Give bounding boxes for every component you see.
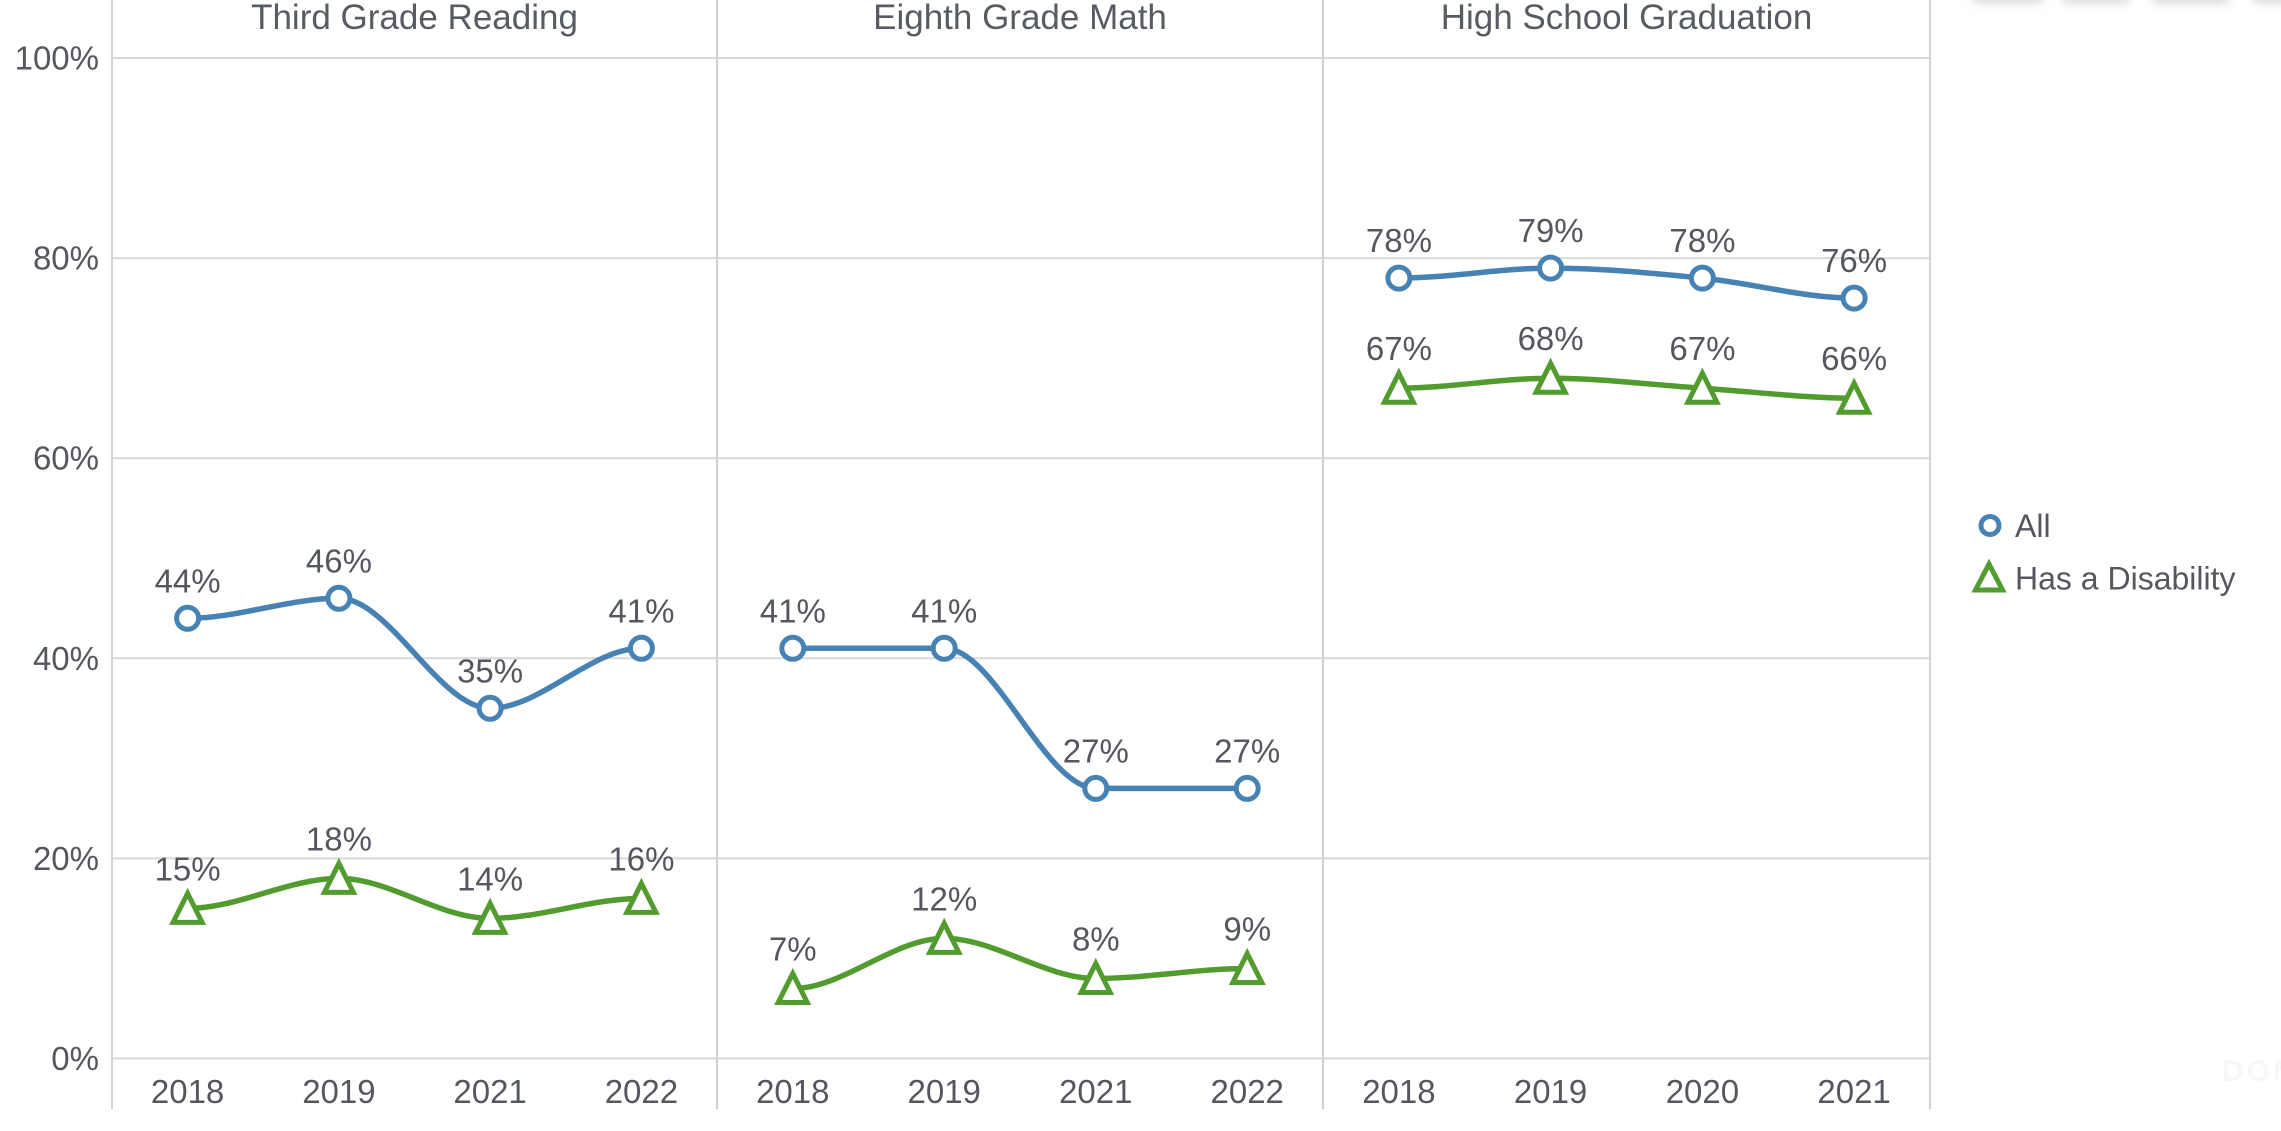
svg-text:60%: 60%: [33, 440, 99, 477]
svg-text:8%: 8%: [1072, 921, 1120, 958]
svg-text:20%: 20%: [33, 840, 99, 877]
svg-text:68%: 68%: [1518, 320, 1584, 357]
svg-text:2018: 2018: [756, 1073, 829, 1110]
svg-text:DOMO: DOMO: [2222, 1055, 2281, 1088]
svg-text:12%: 12%: [911, 880, 977, 917]
svg-text:78%: 78%: [1669, 222, 1735, 259]
svg-text:0%: 0%: [51, 1040, 99, 1077]
svg-text:79%: 79%: [1518, 212, 1584, 249]
svg-text:7%: 7%: [769, 931, 817, 968]
svg-text:9%: 9%: [1223, 911, 1271, 948]
svg-text:Has a Disability: Has a Disability: [2015, 561, 2236, 597]
svg-text:67%: 67%: [1669, 330, 1735, 367]
svg-text:78%: 78%: [1366, 222, 1432, 259]
svg-text:66%: 66%: [1821, 340, 1887, 377]
svg-text:16%: 16%: [608, 840, 674, 877]
svg-text:67%: 67%: [1366, 330, 1432, 367]
svg-text:2021: 2021: [1059, 1073, 1132, 1110]
svg-text:2018: 2018: [151, 1073, 224, 1110]
svg-text:27%: 27%: [1063, 732, 1129, 769]
svg-text:2022: 2022: [1210, 1073, 1283, 1110]
svg-text:2019: 2019: [1514, 1073, 1587, 1110]
svg-text:Third Grade Reading: Third Grade Reading: [251, 0, 578, 37]
svg-text:All: All: [2015, 508, 2051, 544]
svg-text:80%: 80%: [33, 240, 99, 277]
svg-text:2018: 2018: [1362, 1073, 1435, 1110]
svg-text:40%: 40%: [33, 640, 99, 677]
svg-text:35%: 35%: [457, 652, 523, 689]
svg-text:100%: 100%: [15, 40, 99, 77]
svg-text:41%: 41%: [760, 592, 826, 629]
svg-text:46%: 46%: [306, 542, 372, 579]
svg-text:Eighth Grade Math: Eighth Grade Math: [873, 0, 1167, 37]
svg-text:14%: 14%: [457, 860, 523, 897]
svg-text:15%: 15%: [155, 850, 221, 887]
svg-text:2019: 2019: [907, 1073, 980, 1110]
svg-text:44%: 44%: [155, 562, 221, 599]
svg-text:High School Graduation: High School Graduation: [1441, 0, 1813, 37]
svg-text:2020: 2020: [1666, 1073, 1739, 1110]
svg-text:76%: 76%: [1821, 242, 1887, 279]
svg-text:27%: 27%: [1214, 732, 1280, 769]
svg-text:2022: 2022: [605, 1073, 678, 1110]
svg-text:41%: 41%: [608, 592, 674, 629]
svg-text:41%: 41%: [911, 592, 977, 629]
svg-text:2019: 2019: [302, 1073, 375, 1110]
svg-text:18%: 18%: [306, 820, 372, 857]
svg-text:2021: 2021: [1817, 1073, 1890, 1110]
svg-text:2021: 2021: [453, 1073, 526, 1110]
